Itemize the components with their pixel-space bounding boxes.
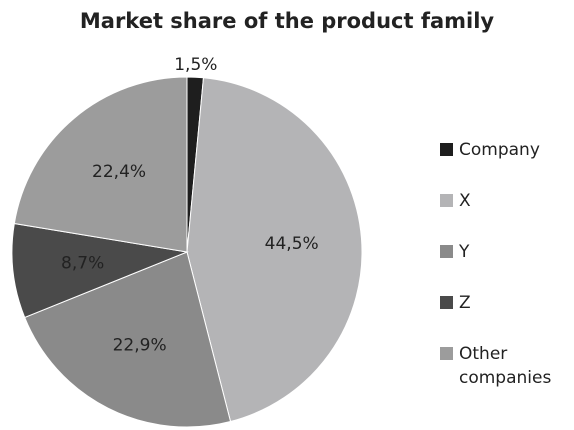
data-label: 22,4% xyxy=(92,162,146,182)
legend-swatch xyxy=(440,347,453,360)
legend: Company X Y Z Other companies xyxy=(440,138,574,393)
pie-slice xyxy=(11,222,189,319)
data-label: 44,5% xyxy=(265,234,319,254)
pie-slice xyxy=(24,251,232,428)
legend-swatch xyxy=(440,143,453,156)
legend-item: Z xyxy=(440,291,574,342)
legend-swatch xyxy=(440,296,453,309)
legend-item: Company xyxy=(440,138,574,189)
legend-item: X xyxy=(440,189,574,240)
legend-label: Z xyxy=(459,293,471,313)
legend-item: Other companies xyxy=(440,342,574,393)
legend-label: Company xyxy=(459,140,540,160)
legend-item: Y xyxy=(440,240,574,291)
legend-label: Other companies xyxy=(459,344,552,388)
data-label: 22,9% xyxy=(113,336,167,356)
pie-slice xyxy=(186,77,363,423)
chart-title: Market share of the product family xyxy=(80,9,495,33)
legend-swatch xyxy=(440,194,453,207)
legend-label: Y xyxy=(459,242,470,262)
legend-swatch xyxy=(440,245,453,258)
data-label: 8,7% xyxy=(61,254,104,274)
data-label: 1,5% xyxy=(174,55,217,75)
legend-label: X xyxy=(459,191,471,211)
pie-slice xyxy=(13,76,188,253)
